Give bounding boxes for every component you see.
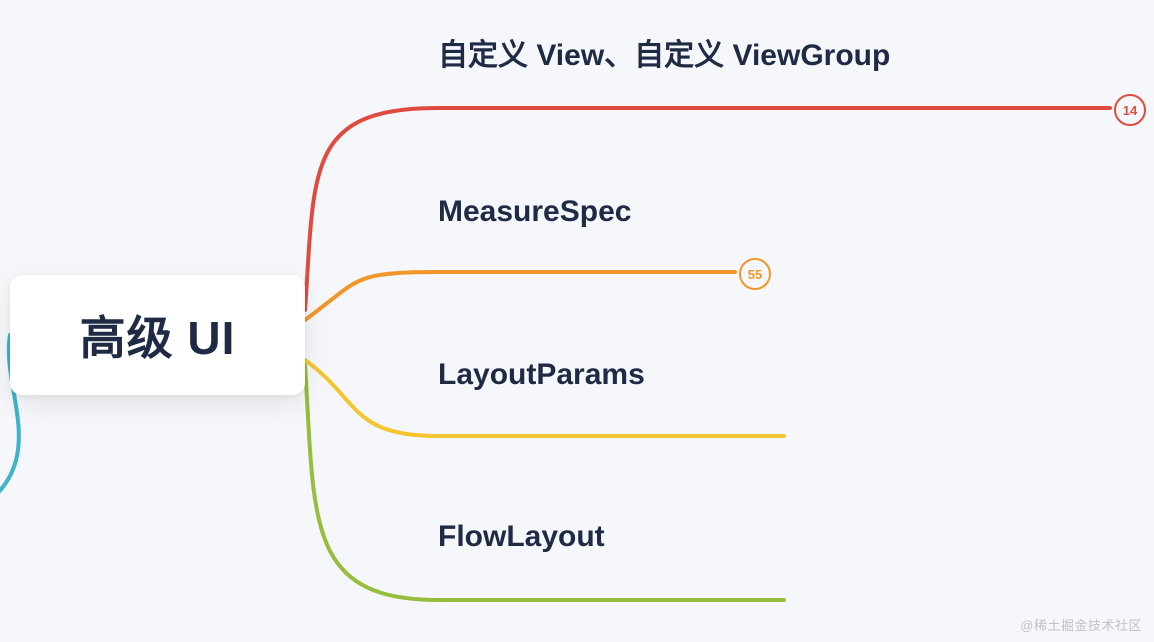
branch-count-value-measurespec: 55 [748, 267, 762, 282]
branch-connector-layoutparams [305, 360, 438, 436]
branch-node-measurespec[interactable]: MeasureSpec [438, 195, 631, 229]
root-node[interactable]: 高级 UI [10, 275, 305, 395]
branch-node-layoutparams[interactable]: LayoutParams [438, 358, 645, 392]
watermark: @稀土掘金技术社区 [1020, 615, 1142, 634]
branch-count-value-custom-view: 14 [1123, 103, 1137, 118]
branch-count-badge-measurespec[interactable]: 55 [739, 258, 771, 290]
branch-label-custom-view: 自定义 View、自定义 ViewGroup [438, 39, 890, 72]
branch-label-layoutparams: LayoutParams [438, 358, 645, 391]
branch-connector-custom-view [305, 108, 438, 310]
branch-label-measurespec: MeasureSpec [438, 195, 631, 228]
mindmap-canvas: 高级 UI 自定义 View、自定义 ViewGroup MeasureSpec L… [0, 0, 1154, 642]
root-label: 高级 UI [80, 302, 236, 368]
branch-label-flowlayout: FlowLayout [438, 520, 605, 553]
branch-node-flowlayout[interactable]: FlowLayout [438, 520, 605, 554]
branch-count-badge-custom-view[interactable]: 14 [1114, 94, 1146, 126]
branch-node-custom-view[interactable]: 自定义 View、自定义 ViewGroup [438, 30, 890, 74]
branch-connector-measurespec [305, 272, 438, 320]
branch-connector-flowlayout [305, 365, 438, 600]
